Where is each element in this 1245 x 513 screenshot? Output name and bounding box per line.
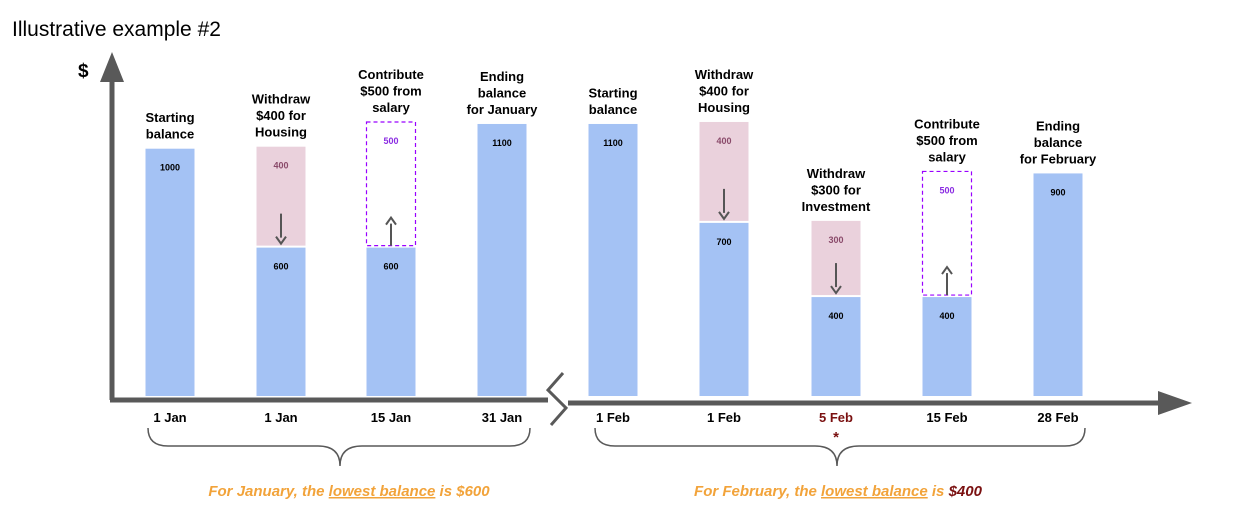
withdraw-value-1: 400 (273, 161, 288, 171)
balance-value-8: 900 (1050, 187, 1065, 197)
balance-bar-0 (145, 148, 195, 396)
step-label-line: $400 for (256, 108, 306, 123)
step-label-line: balance (589, 102, 637, 117)
balance-bar-3 (477, 123, 527, 396)
step-label-6: Withdraw $300 for Investment (802, 166, 871, 214)
step-label-line: Investment (802, 199, 871, 214)
balance-value-5: 700 (716, 237, 731, 247)
step-label-line: balance (478, 85, 526, 100)
axes (100, 52, 1192, 426)
step-label-1: Withdraw $400 for Housing (252, 92, 311, 140)
contribute-value-7: 500 (939, 185, 954, 195)
step-label-line: salary (372, 100, 410, 115)
contribute-value-2: 500 (383, 136, 398, 146)
date-label-5: 1 Feb (707, 410, 741, 425)
february-summary-emphasis: lowest balance (821, 483, 928, 500)
braces (147, 427, 1086, 467)
balance-bar-6 (811, 297, 861, 396)
date-label-7: 15 Feb (926, 410, 967, 425)
step-label-line: $500 from (360, 83, 421, 98)
step-label-3: Ending balance for January (467, 69, 539, 117)
february-summary-prefix: For February, the (694, 483, 821, 500)
january-summary-mid: is (435, 483, 456, 500)
january-summary-value: $600 (455, 483, 490, 500)
step-label-line: Withdraw (807, 166, 866, 181)
down-arrow-icon (718, 188, 730, 221)
step-label-line: $400 for (699, 83, 749, 98)
withdraw-value-5: 400 (716, 136, 731, 146)
balance-value-2: 600 (383, 262, 398, 272)
step-label-0: Starting balance (145, 110, 194, 142)
step-label-line: Withdraw (695, 67, 754, 82)
january-summary: For January, the lowest balance is $600 (208, 483, 490, 500)
page-title: Illustrative example #2 (12, 18, 221, 41)
balance-value-7: 400 (939, 311, 954, 321)
date-label-4: 1 Feb (596, 410, 630, 425)
step-label-line: for February (1020, 151, 1097, 166)
date-label-2: 15 Jan (371, 410, 412, 425)
up-arrow-icon (385, 215, 397, 246)
balance-bar-2 (366, 247, 416, 396)
step-label-8: Ending balance for February (1020, 118, 1097, 166)
balance-bar-8 (1033, 173, 1083, 396)
step-label-line: Housing (255, 125, 307, 140)
january-brace (147, 427, 531, 467)
down-arrow-icon (275, 213, 287, 246)
january-summary-prefix: For January, the (208, 483, 328, 500)
lowest-marker-6: * (833, 429, 839, 446)
step-label-line: balance (1034, 135, 1082, 150)
balance-bar-1 (256, 247, 306, 396)
x-axis-arrowhead (1158, 391, 1192, 415)
balance-value-4: 1100 (603, 138, 623, 148)
step-label-4: Starting balance (588, 85, 637, 117)
february-summary-mid: is (928, 483, 949, 500)
step-label-line: Starting (588, 85, 637, 100)
balance-bar-7 (922, 297, 972, 396)
step-label-2: Contribute $500 from salary (358, 67, 424, 115)
step-label-line: balance (146, 127, 194, 142)
february-summary-value: $400 (948, 483, 983, 500)
step-label-line: salary (928, 149, 966, 164)
step-label-line: Contribute (914, 116, 980, 131)
step-label-line: Withdraw (252, 92, 311, 107)
y-axis-label: $ (78, 61, 89, 82)
step-label-line: Ending (1036, 118, 1080, 133)
step-label-line: Ending (480, 69, 524, 84)
january-summary-emphasis: lowest balance (329, 483, 436, 500)
date-label-6: 5 Feb (819, 410, 853, 425)
y-axis-arrowhead (100, 52, 124, 82)
up-arrow-icon (941, 265, 953, 296)
february-summary: For February, the lowest balance is $400 (694, 483, 983, 500)
balance-value-0: 1000 (160, 163, 180, 173)
date-label-3: 31 Jan (482, 410, 523, 425)
balance-bar-4 (588, 123, 638, 396)
step-label-line: $500 from (916, 133, 977, 148)
date-label-0: 1 Jan (153, 410, 186, 425)
axis-break-icon (545, 372, 569, 426)
date-label-8: 28 Feb (1037, 410, 1078, 425)
balance-value-6: 400 (828, 311, 843, 321)
date-label-1: 1 Jan (264, 410, 297, 425)
step-label-line: Contribute (358, 67, 424, 82)
step-label-line: for January (467, 102, 539, 117)
withdraw-value-6: 300 (828, 235, 843, 245)
step-label-7: Contribute $500 from salary (914, 116, 980, 164)
balance-value-3: 1100 (492, 138, 512, 148)
balance-value-1: 600 (273, 262, 288, 272)
step-label-line: Housing (698, 100, 750, 115)
balance-bar-5 (699, 222, 749, 396)
step-label-5: Withdraw $400 for Housing (695, 67, 754, 115)
february-brace (594, 427, 1086, 467)
down-arrow-icon (830, 263, 842, 295)
step-label-line: Starting (145, 110, 194, 125)
step-label-line: $300 for (811, 182, 861, 197)
